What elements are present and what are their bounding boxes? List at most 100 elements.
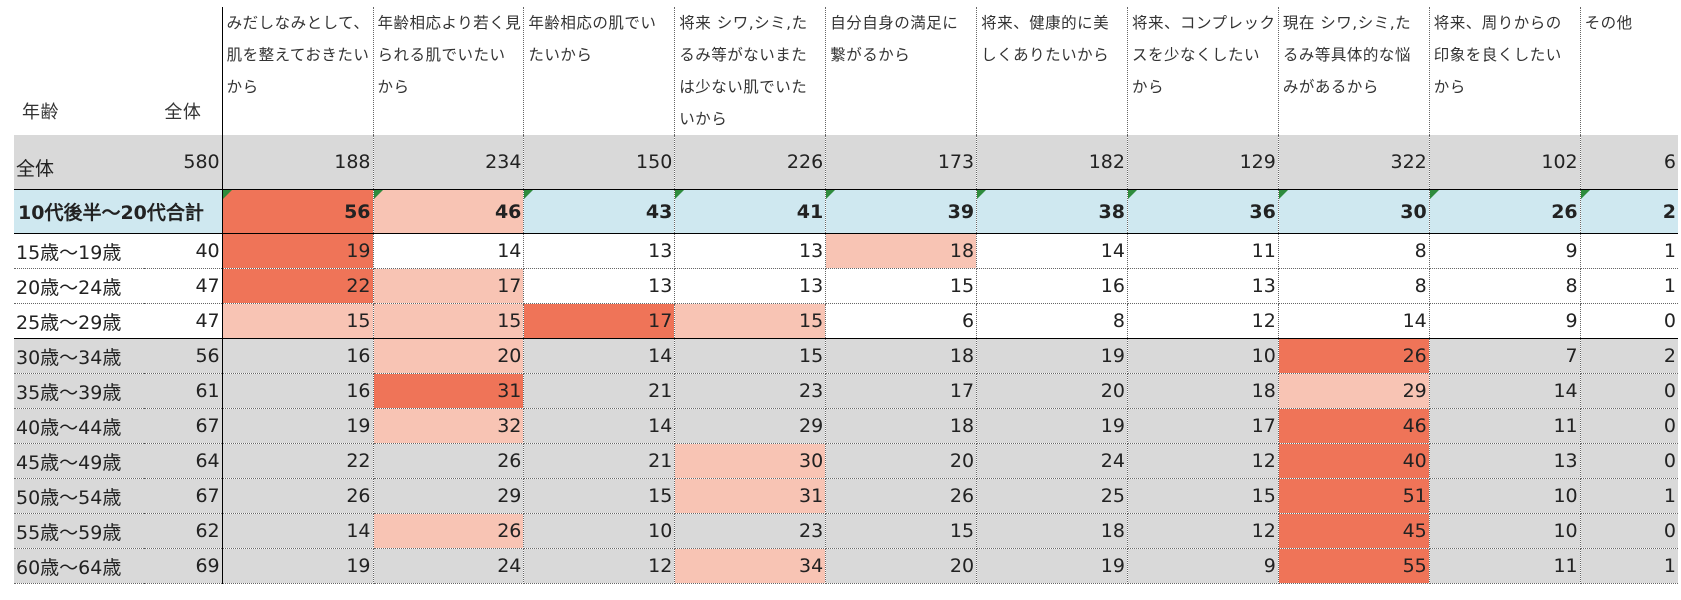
value-cell: 10 bbox=[1429, 513, 1581, 549]
value-cell: 46 bbox=[1278, 408, 1430, 444]
value-cell: 129 bbox=[1127, 135, 1279, 190]
value-cell: 38 bbox=[976, 189, 1128, 234]
value-text: 9 bbox=[1565, 310, 1578, 332]
value-text: 39 bbox=[947, 200, 975, 223]
value-cell: 0 bbox=[1580, 408, 1678, 444]
value-cell: 11 bbox=[1429, 408, 1581, 444]
table-row: 30歳～34歳 56 16 20 14 15 18 19 10 26 7 2 bbox=[14, 338, 1678, 374]
value-cell: 322 bbox=[1278, 135, 1430, 190]
value-cell: 22 bbox=[222, 268, 374, 304]
value-text: 182 bbox=[1088, 151, 1125, 173]
header-row: 年齢 全体 みだしなみとして、肌を整えておきたいから 年齢相応より若く見られる肌… bbox=[14, 7, 1678, 135]
value-cell: 150 bbox=[523, 135, 676, 190]
value-cell: 19 bbox=[222, 408, 374, 444]
value-cell: 31 bbox=[373, 373, 525, 409]
question-header: 将来、周りからの印象を良くしたいから bbox=[1429, 7, 1581, 135]
value-text: 30 bbox=[799, 450, 824, 472]
row-label: 25歳～29歳 bbox=[14, 303, 145, 339]
value-cell: 18 bbox=[825, 408, 978, 444]
value-cell: 26 bbox=[373, 513, 525, 549]
table-row: 10代後半～20代合計 56 46 43 41 39 38 36 30 26 2 bbox=[14, 189, 1678, 234]
row-total: 40 bbox=[144, 233, 223, 269]
value-cell: 26 bbox=[825, 478, 978, 514]
value-cell: 46 bbox=[373, 189, 525, 234]
value-text: 14 bbox=[648, 415, 673, 437]
value-cell: 9 bbox=[1429, 303, 1581, 339]
total-header: 全体 bbox=[144, 7, 223, 135]
value-text: 11 bbox=[1251, 240, 1276, 262]
value-text: 56 bbox=[344, 200, 371, 223]
value-text: 26 bbox=[497, 520, 522, 542]
value-cell: 9 bbox=[1127, 548, 1279, 584]
value-cell: 0 bbox=[1580, 373, 1678, 409]
value-cell: 19 bbox=[976, 548, 1128, 584]
value-cell: 36 bbox=[1127, 189, 1279, 234]
value-text: 26 bbox=[497, 450, 522, 472]
value-text: 30 bbox=[1400, 200, 1427, 223]
value-cell: 19 bbox=[976, 338, 1128, 374]
value-cell: 226 bbox=[674, 135, 827, 190]
value-text: 34 bbox=[799, 555, 824, 577]
value-text: 16 bbox=[1100, 275, 1125, 297]
age-header: 年齢 bbox=[22, 102, 59, 123]
value-cell: 30 bbox=[1278, 189, 1430, 234]
value-text: 15 bbox=[799, 310, 824, 332]
question-header: 将来、健康的に美しくありたいから bbox=[976, 7, 1128, 135]
value-text: 17 bbox=[648, 310, 673, 332]
value-cell: 7 bbox=[1429, 338, 1581, 374]
value-cell: 13 bbox=[674, 268, 827, 304]
value-text: 15 bbox=[949, 520, 975, 542]
value-text: 22 bbox=[346, 275, 371, 297]
value-text: 12 bbox=[1251, 520, 1276, 542]
value-text: 173 bbox=[937, 151, 975, 173]
value-text: 25 bbox=[1100, 485, 1125, 507]
row-label: 35歳～39歳 bbox=[14, 373, 145, 409]
value-cell: 31 bbox=[674, 478, 827, 514]
value-cell: 11 bbox=[1429, 548, 1581, 584]
table-row: 40歳～44歳 67 19 32 14 29 18 19 17 46 11 0 bbox=[14, 408, 1678, 444]
value-text: 13 bbox=[648, 240, 673, 262]
value-text: 15 bbox=[346, 310, 371, 332]
value-text: 15 bbox=[799, 345, 824, 367]
value-text: 12 bbox=[1251, 450, 1276, 472]
comment-marker-icon bbox=[826, 190, 836, 199]
row-total: 580 bbox=[144, 135, 223, 190]
value-text: 7 bbox=[1565, 345, 1578, 367]
value-text: 19 bbox=[346, 415, 371, 437]
value-text: 12 bbox=[1251, 310, 1276, 332]
value-text: 6 bbox=[961, 310, 975, 332]
value-text: 16 bbox=[346, 345, 371, 367]
value-cell: 32 bbox=[373, 408, 525, 444]
comment-marker-icon bbox=[1127, 190, 1137, 199]
value-cell: 6 bbox=[1580, 135, 1678, 190]
comment-marker-icon bbox=[373, 190, 383, 199]
value-text: 13 bbox=[648, 275, 673, 297]
value-text: 0 bbox=[1663, 520, 1676, 542]
value-cell: 8 bbox=[1429, 268, 1581, 304]
value-cell: 34 bbox=[674, 548, 827, 584]
value-cell: 18 bbox=[825, 233, 978, 269]
value-text: 19 bbox=[346, 240, 371, 262]
value-text: 13 bbox=[799, 240, 824, 262]
value-cell: 0 bbox=[1580, 443, 1678, 479]
comment-marker-icon bbox=[524, 190, 534, 199]
value-cell: 29 bbox=[373, 478, 525, 514]
value-cell: 30 bbox=[674, 443, 827, 479]
value-text: 24 bbox=[1100, 450, 1125, 472]
row-total: 56 bbox=[144, 338, 223, 374]
comment-marker-icon bbox=[222, 190, 232, 199]
value-text: 14 bbox=[1402, 310, 1427, 332]
value-text: 15 bbox=[949, 275, 975, 297]
comment-marker-icon bbox=[675, 190, 685, 199]
value-cell: 11 bbox=[1127, 233, 1279, 269]
value-cell: 26 bbox=[1278, 338, 1430, 374]
row-total: 67 bbox=[144, 478, 223, 514]
value-text: 45 bbox=[1402, 520, 1427, 542]
value-cell: 14 bbox=[523, 338, 676, 374]
value-cell: 8 bbox=[1278, 233, 1430, 269]
value-cell: 2 bbox=[1580, 338, 1678, 374]
value-cell: 43 bbox=[523, 189, 676, 234]
value-cell: 19 bbox=[222, 548, 374, 584]
value-text: 19 bbox=[1100, 415, 1125, 437]
value-text: 8 bbox=[1414, 275, 1427, 297]
